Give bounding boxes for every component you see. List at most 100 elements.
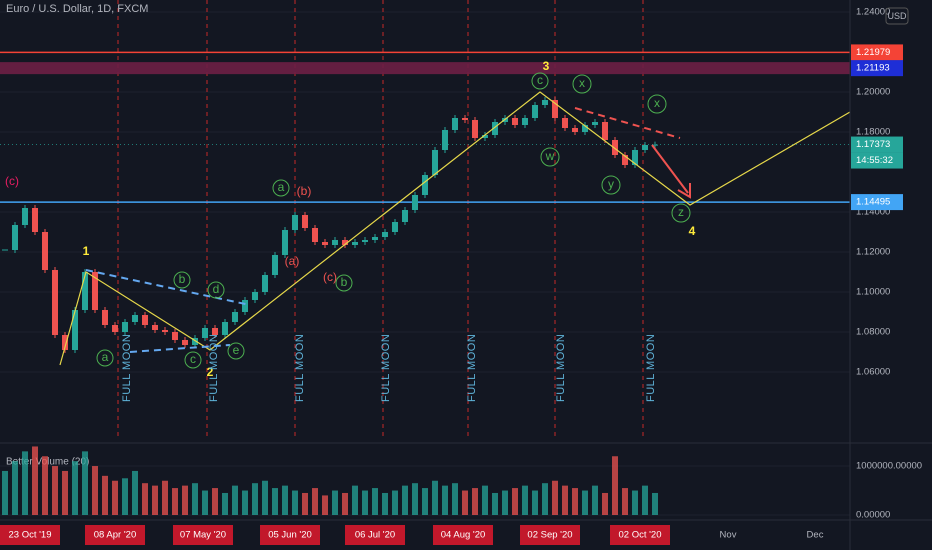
volume-bar <box>202 490 208 515</box>
currency[interactable]: USD <box>887 11 907 21</box>
volume-bar <box>352 485 358 515</box>
volume-bar <box>342 492 348 515</box>
x-tick-label: Nov <box>720 530 737 541</box>
candle <box>352 242 358 245</box>
volume-bar <box>402 485 408 515</box>
y-tick-label: 1.20000 <box>856 87 890 98</box>
time-axis: 23 Oct '19 08 Apr '20 07 May '20 05 Jun '20… <box>0 525 824 545</box>
wave-label: (b) <box>297 184 312 198</box>
price-label-box <box>851 60 903 77</box>
candle <box>192 338 198 345</box>
candle <box>302 215 308 228</box>
candle <box>252 292 258 300</box>
x-tick-label: Dec <box>807 530 824 541</box>
volume-bar <box>242 490 248 515</box>
volume-bar <box>312 488 318 515</box>
candle <box>522 118 528 125</box>
volume-bar <box>582 490 588 515</box>
price-label: 1.14495 <box>856 197 890 208</box>
candle <box>202 328 208 338</box>
candle <box>382 232 388 237</box>
wave-label: 2 <box>207 365 214 379</box>
x-label-box <box>433 525 493 545</box>
x-tick-label: 02 Oct '20 <box>618 530 661 541</box>
wave-label: c <box>190 352 196 366</box>
arrow <box>651 144 689 194</box>
volume-bar <box>212 488 218 515</box>
candle <box>602 122 608 140</box>
candle <box>582 125 588 132</box>
candle <box>92 272 98 310</box>
volume-bar <box>632 490 638 515</box>
candle <box>72 310 78 350</box>
candle <box>452 118 458 130</box>
currency-button[interactable] <box>885 7 909 25</box>
volume-bar <box>182 485 188 515</box>
candle <box>262 275 268 292</box>
volume-bar <box>332 490 338 515</box>
drawings <box>59 91 851 366</box>
volume-bar <box>192 483 198 515</box>
candle <box>372 237 378 240</box>
x-label-box <box>173 525 233 545</box>
y-tick-label: 1.24000 <box>856 7 890 18</box>
volume-bar <box>362 490 368 515</box>
candle <box>282 230 288 255</box>
candle <box>392 222 398 232</box>
wave-line <box>59 91 851 366</box>
wave-label: z <box>678 205 684 219</box>
volume-bar <box>482 485 488 515</box>
candle <box>222 322 228 335</box>
wave-label: y <box>608 177 614 191</box>
price-label-box <box>851 44 903 61</box>
candle <box>362 240 368 242</box>
volume-bar <box>172 488 178 515</box>
candle <box>172 332 178 340</box>
countdown: 14:55:32 <box>856 155 893 166</box>
volume-bar <box>622 488 628 515</box>
volume-bar <box>502 490 508 515</box>
candle <box>292 215 298 230</box>
candle <box>422 175 428 195</box>
x-tick-label: 07 May '20 <box>180 530 226 541</box>
candle <box>402 210 408 222</box>
wave-label: w <box>545 149 555 163</box>
wave-label: b <box>341 275 348 289</box>
volume-bar <box>152 485 158 515</box>
volume-bar <box>412 483 418 515</box>
arrow-head <box>677 183 691 199</box>
volume-bar <box>32 446 38 515</box>
candle <box>632 150 638 165</box>
y-tick-label: 1.10000 <box>856 287 890 298</box>
candle <box>492 122 498 135</box>
volume-bar <box>222 492 228 515</box>
x-tick-label: 02 Sep '20 <box>527 530 572 541</box>
volume-bar <box>82 451 88 515</box>
volume-bar <box>302 492 308 515</box>
x-label-box <box>0 525 60 545</box>
volume-bar <box>42 456 48 515</box>
candle <box>12 225 18 250</box>
candle <box>312 228 318 242</box>
candle <box>82 272 88 310</box>
y-tick-label: 1.06000 <box>856 367 890 378</box>
x-label-box <box>260 525 320 545</box>
volume-bar <box>512 488 518 515</box>
x-label-box <box>610 525 670 545</box>
wave-label: a <box>278 180 285 194</box>
volume-bar <box>492 492 498 515</box>
grid: 1.24000 1.20000 1.18000 1.14000 1.12000 1.100… <box>0 7 890 378</box>
candle <box>102 310 108 325</box>
candle <box>142 315 148 325</box>
wave-label: c <box>537 73 543 87</box>
volume-bar <box>12 461 18 515</box>
volume-bar <box>612 456 618 515</box>
event-label: FULL MOON <box>380 334 392 402</box>
event-labels: FULL MOON FULL MOON FULL MOON FULL MOON … <box>121 334 657 402</box>
candle <box>532 105 538 118</box>
wave-label: x <box>579 76 585 90</box>
wave-label: 1 <box>83 244 90 258</box>
candle <box>42 232 48 270</box>
price-label-box <box>851 194 903 211</box>
